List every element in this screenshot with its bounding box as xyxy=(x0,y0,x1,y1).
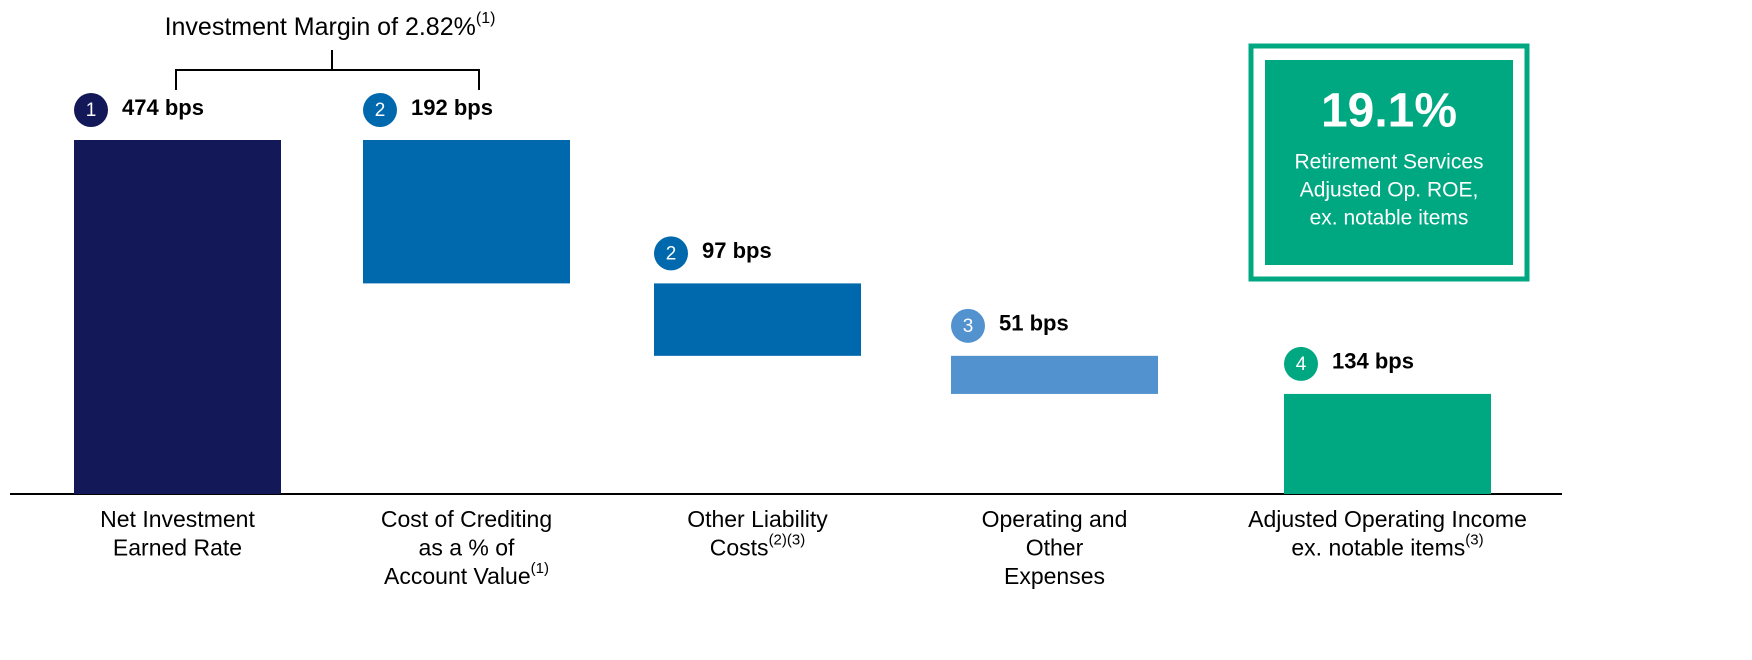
bar xyxy=(654,283,861,356)
marker-label: 4 xyxy=(1296,354,1307,375)
label-line: Net Investment xyxy=(100,506,255,532)
marker-badge xyxy=(1284,346,1318,381)
bar xyxy=(1284,393,1491,494)
label-line: Expenses xyxy=(1004,563,1105,589)
value-label: 97 bps xyxy=(702,238,772,263)
bracket xyxy=(175,50,480,90)
x-tick-label: Net Investment Earned Rate xyxy=(100,506,255,561)
label-note: (3) xyxy=(1465,531,1483,548)
title-note: (1) xyxy=(476,10,496,27)
marker-label: 2 xyxy=(375,100,386,121)
marker-badge xyxy=(363,93,397,127)
x-tick-label: Operating and Other Expenses xyxy=(982,506,1128,589)
marker-badge xyxy=(951,308,985,343)
marker-label: 1 xyxy=(86,100,97,121)
label-line: Earned Rate xyxy=(113,535,242,561)
label-note: (1) xyxy=(531,560,549,577)
x-tick-label: Cost of Crediting as a % of Account Value(… xyxy=(381,506,552,589)
value-label: 192 bps xyxy=(411,95,493,120)
callout-border xyxy=(1248,43,1530,282)
label-line: Cost of Crediting xyxy=(381,506,552,532)
callout-text: Adjusted Op. ROE, xyxy=(1300,179,1479,202)
label-line: Other Liability xyxy=(687,506,828,532)
bar xyxy=(951,355,1158,394)
marker-badge xyxy=(654,236,688,271)
bar xyxy=(363,140,570,284)
marker-badge xyxy=(74,93,108,127)
title-text: Investment Margin of 2.82% xyxy=(165,13,476,41)
label-line: Operating and xyxy=(982,506,1128,532)
label-note: (2)(3) xyxy=(769,531,806,548)
callout-text: Retirement Services xyxy=(1294,151,1483,174)
label-line: Costs xyxy=(710,535,769,561)
marker-label: 2 xyxy=(666,243,677,264)
label-line: Other xyxy=(1026,535,1084,561)
marker-label: 3 xyxy=(963,316,974,337)
label-line: Adjusted Operating Income xyxy=(1248,506,1527,532)
x-tick-label: Other Liability Costs(2)(3) xyxy=(687,506,828,561)
label-line: ex. notable items xyxy=(1291,535,1465,561)
bar xyxy=(74,140,281,494)
callout-box xyxy=(1265,60,1513,265)
value-label: 474 bps xyxy=(122,95,204,120)
x-tick-label: Adjusted Operating Income ex. notable ite… xyxy=(1248,506,1527,561)
value-label: 51 bps xyxy=(999,311,1069,336)
chart-title: Investment Margin of 2.82%(1) xyxy=(165,10,496,40)
label-line: as a % of xyxy=(419,535,515,561)
callout-text: ex. notable items xyxy=(1310,207,1469,230)
label-line: Account Value xyxy=(384,563,531,589)
callout-value: 19.1% xyxy=(1321,85,1457,138)
value-label: 134 bps xyxy=(1332,349,1414,374)
